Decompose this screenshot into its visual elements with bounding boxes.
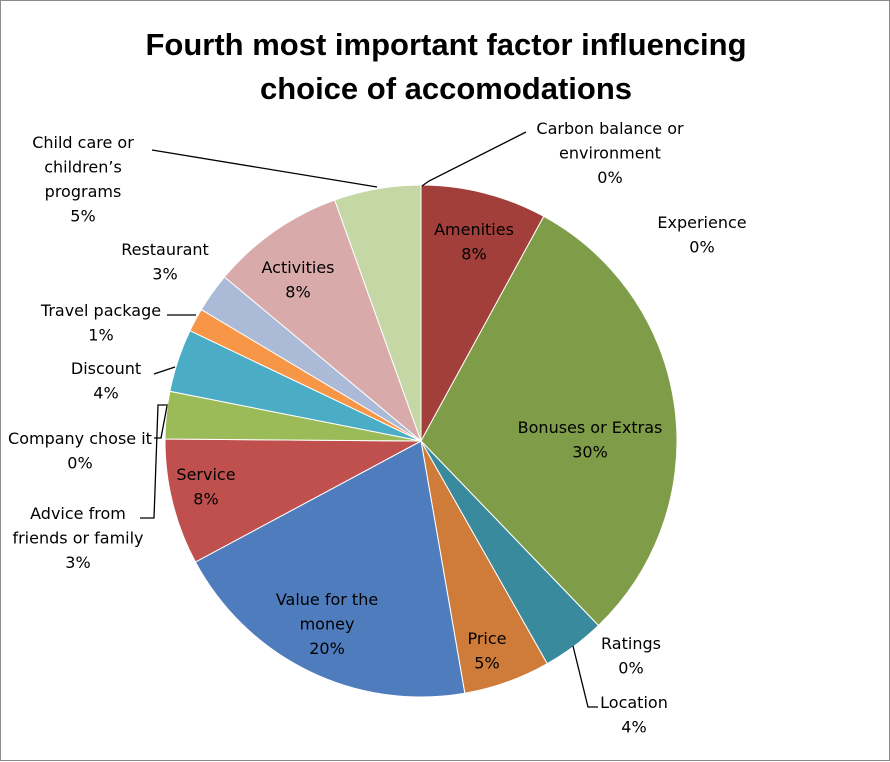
leader-lines (140, 131, 598, 708)
leader-line-advice (140, 404, 168, 519)
data-label-experience: Experience 0% (657, 213, 746, 257)
slice-amenities (420, 184, 545, 442)
leader-line-discount (153, 366, 176, 375)
slice-value-for-the-money (194, 440, 466, 698)
data-label-advice-from-friends-or-family: Advice from friends or family 3% (12, 504, 143, 572)
pie-slices (164, 184, 678, 698)
data-label-service: Service 8% (176, 465, 235, 509)
data-label-activities: Activities 8% (262, 258, 335, 302)
data-label-restaurant: Restaurant 3% (121, 240, 209, 284)
data-label-discount: Discount 4% (71, 359, 141, 403)
leader-line-location (572, 645, 598, 708)
slice-activities (223, 199, 423, 443)
data-label-price: Price 5% (467, 629, 506, 673)
leader-line-child-care (151, 149, 378, 188)
data-label-child-care-or-children-s-programs: Child care or children’s programs 5% (32, 133, 134, 226)
data-label-value-for-the-money: Value for the money 20% (276, 590, 378, 658)
data-label-ratings: Ratings 0% (601, 634, 661, 678)
chart-title: Fourth most important factor influencing… (145, 27, 747, 106)
slice-bonuses-or-extras (420, 215, 678, 627)
data-label-bonuses-or-extras: Bonuses or Extras 30% (518, 418, 663, 462)
data-label-location: Location 4% (600, 693, 668, 737)
leader-line-carbon (421, 131, 527, 187)
data-label-travel-package: Travel package 1% (40, 301, 161, 345)
data-labels: Carbon balance or environment 0% Amenities 8… (8, 119, 747, 737)
slice-service (164, 438, 422, 563)
leader-line-company (154, 405, 168, 439)
data-label-carbon-balance-or-environment: Carbon balance or environment 0% (536, 119, 684, 187)
data-label-company-chose-it: Company chose it 0% (8, 429, 152, 473)
data-label-amenities: Amenities 8% (434, 220, 514, 264)
slice-child-care-or-children-s-programs (334, 184, 422, 442)
